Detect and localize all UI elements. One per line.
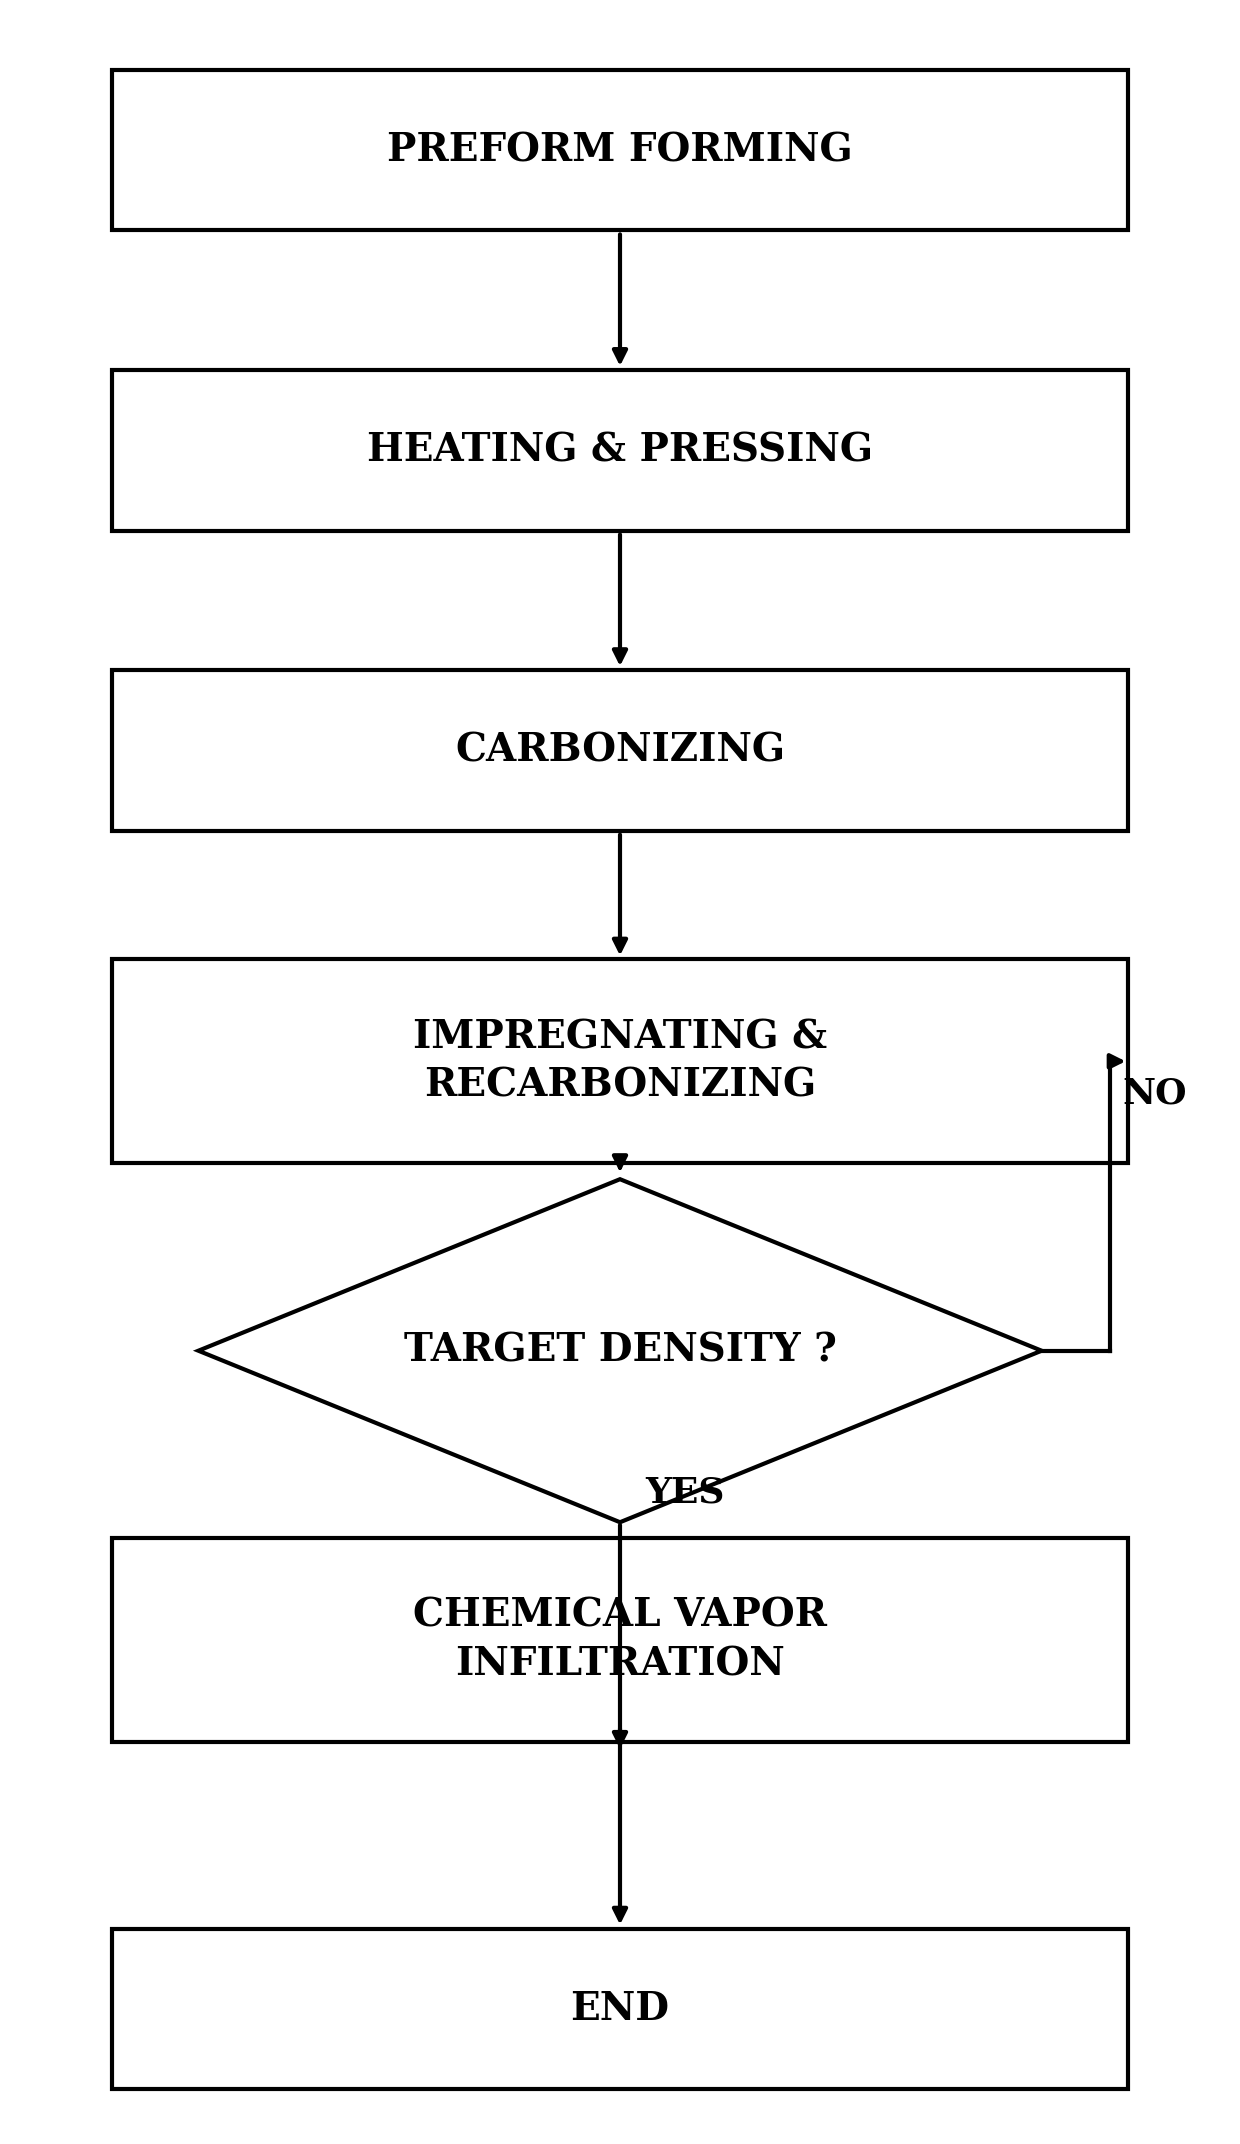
Bar — [112, 669, 1128, 830]
Text: NO: NO — [1122, 1076, 1187, 1111]
Bar — [112, 1539, 1128, 1741]
Bar — [112, 69, 1128, 229]
Polygon shape — [198, 1179, 1042, 1522]
Text: HEATING & PRESSING: HEATING & PRESSING — [367, 431, 873, 470]
Text: PREFORM FORMING: PREFORM FORMING — [387, 131, 853, 169]
Bar — [112, 369, 1128, 530]
Bar — [112, 961, 1128, 1162]
Text: YES: YES — [645, 1475, 724, 1509]
Bar — [112, 1930, 1128, 2088]
Text: CHEMICAL VAPOR
INFILTRATION: CHEMICAL VAPOR INFILTRATION — [413, 1597, 827, 1683]
Text: END: END — [570, 1990, 670, 2028]
Text: IMPREGNATING &
RECARBONIZING: IMPREGNATING & RECARBONIZING — [413, 1018, 827, 1104]
Text: CARBONIZING: CARBONIZING — [455, 731, 785, 770]
Text: TARGET DENSITY ?: TARGET DENSITY ? — [403, 1331, 837, 1370]
